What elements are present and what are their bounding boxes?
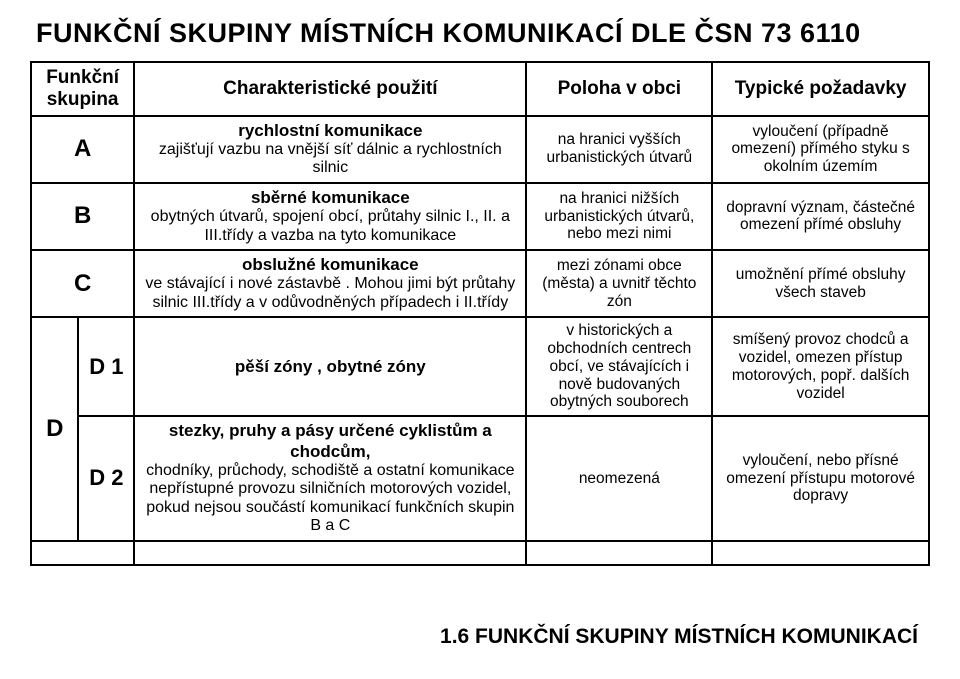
use-b: sběrné komunikace obytných útvarů, spoje… [134,183,526,250]
col-header-loc: Poloha v obci [526,62,712,116]
group-label-c: C [31,250,134,317]
use-a: rychlostní komunikace zajišťují vazbu na… [134,116,526,183]
slide-footer: 1.6 FUNKČNÍ SKUPINY MÍSTNÍCH KOMUNIKACÍ [440,625,918,649]
row-empty [31,541,929,565]
use-lead-d1: pěší zóny , obytné zóny [235,357,426,376]
use-c: obslužné komunikace ve stávající i nové … [134,250,526,317]
use-d1: pěší zóny , obytné zóny [134,317,526,416]
req-a: vyloučení (případně omezení) přímého sty… [712,116,929,183]
use-d2: stezky, pruhy a pásy určené cyklistům a … [134,416,526,540]
use-rest-a: zajišťují vazbu na vnější síť dálnic a r… [159,141,502,176]
use-lead-b: sběrné komunikace [251,188,410,207]
req-c: umožnění přímé obsluhy všech staveb [712,250,929,317]
loc-b: na hranici nižších urbanistických útvarů… [526,183,712,250]
req-b: dopravní význam, částečné omezení přímé … [712,183,929,250]
row-a: A rychlostní komunikace zajišťují vazbu … [31,116,929,183]
loc-a: na hranici vyšších urbanistických útvarů [526,116,712,183]
row-c: C obslužné komunikace ve stávající i nov… [31,250,929,317]
loc-d2: neomezená [526,416,712,540]
row-d1: D D 1 pěší zóny , obytné zóny v historic… [31,317,929,416]
use-lead-d2: stezky, pruhy a pásy určené cyklistům a … [169,421,492,460]
group-label-d2: D 2 [78,416,134,540]
use-rest-d2: chodníky, průchody, schodiště a ostatní … [146,462,515,534]
page-title: FUNKČNÍ SKUPINY MÍSTNÍCH KOMUNIKACÍ DLE … [36,18,930,49]
col-header-req: Typické požadavky [712,62,929,116]
row-d2: D 2 stezky, pruhy a pásy určené cyklistů… [31,416,929,540]
col-header-group: Funkční skupina [31,62,134,116]
group-label-d: D [31,317,78,540]
loc-c: mezi zónami obce (města) a uvnitř těchto… [526,250,712,317]
row-b: B sběrné komunikace obytných útvarů, spo… [31,183,929,250]
group-label-a: A [31,116,134,183]
use-lead-c: obslužné komunikace [242,255,419,274]
group-label-b: B [31,183,134,250]
col-header-use: Charakteristické použití [134,62,526,116]
classification-table: Funkční skupina Charakteristické použití… [30,61,930,566]
table-header-row: Funkční skupina Charakteristické použití… [31,62,929,116]
use-rest-b: obytných útvarů, spojení obcí, průtahy s… [151,208,510,243]
req-d1: smíšený provoz chodců a vozidel, omezen … [712,317,929,416]
use-rest-c: ve stávající i nové zástavbě . Mohou jim… [145,275,515,310]
req-d2: vyloučení, nebo přísné omezení přístupu … [712,416,929,540]
use-lead-a: rychlostní komunikace [238,121,422,140]
loc-d1: v historických a obchodních centrech obc… [526,317,712,416]
group-label-d1: D 1 [78,317,134,416]
